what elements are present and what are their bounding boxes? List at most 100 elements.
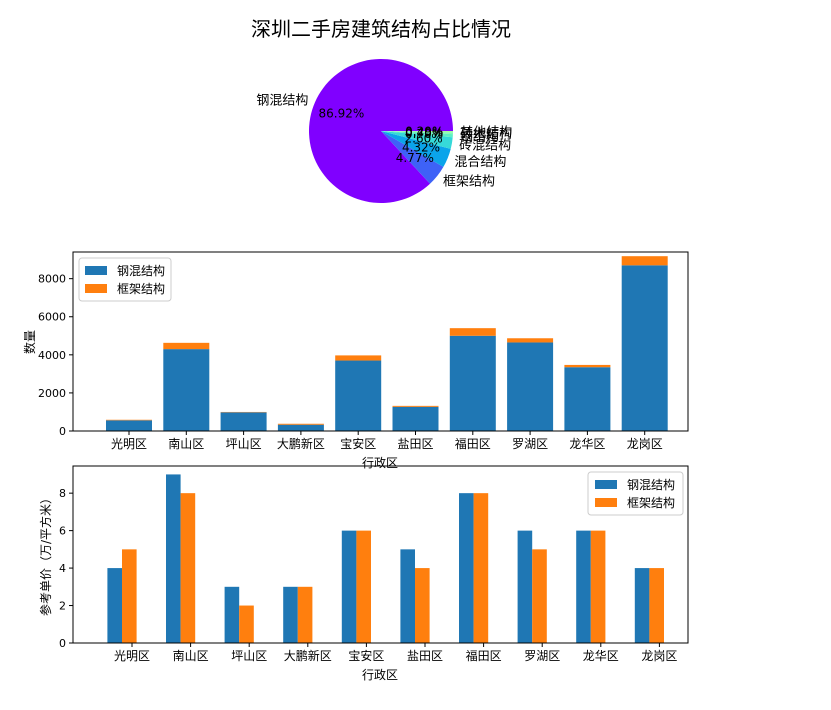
stacked-ytick-label-0: 0	[59, 425, 66, 438]
stacked-bar-0-6	[449, 335, 496, 431]
stacked-bar-0-5	[392, 406, 439, 431]
stacked-bar-1-5	[392, 405, 439, 407]
grouped-xtick-label-0: 光明区	[114, 649, 150, 663]
grouped-xtick-label-5: 盐田区	[407, 649, 443, 663]
pie-slice-2	[381, 131, 451, 167]
stacked-ytick-label-4: 8000	[38, 273, 66, 286]
grouped-bar-1-4	[356, 530, 371, 643]
stacked-bar-1-0	[106, 419, 152, 421]
grouped-bar-0-1	[166, 474, 181, 643]
grouped-ytick-label-4: 8	[59, 487, 66, 500]
pie-label-2: 混合结构	[454, 155, 506, 170]
grouped-ytick-label-3: 6	[59, 525, 66, 538]
grouped-bar-1-9	[649, 568, 664, 643]
pie-pct-label-5: 0.40%	[405, 125, 443, 139]
grouped-bar-1-8	[590, 530, 606, 643]
pie-chart: 深圳二手房建筑结构占比情况 86.92% 钢混结构 4.77% 框架结构 4.32% 混合…	[251, 17, 512, 204]
stacked-ytick-label-3: 6000	[38, 311, 66, 324]
stacked-bar-1-8	[564, 364, 611, 368]
grouped-bar-0-4	[341, 530, 357, 643]
stacked-legend-swatch-1	[85, 284, 107, 293]
stacked-legend-label-1: 框架结构	[117, 281, 165, 296]
grouped-ytick-label-0: 0	[59, 637, 66, 650]
grouped-xlabel: 行政区	[362, 668, 398, 682]
stacked-bar-1-1	[163, 342, 210, 350]
grouped-bar-0-5	[400, 549, 415, 643]
grouped-bar-1-7	[532, 549, 547, 643]
pie-label-1: 框架结构	[443, 174, 495, 189]
grouped-legend-label-0: 钢混结构	[627, 477, 675, 492]
stacked-xtick-label-6: 福田区	[455, 436, 491, 451]
stacked-xtick-label-7: 罗湖区	[512, 436, 548, 451]
grouped-bar-0-6	[459, 493, 474, 643]
grouped-bar-0-9	[634, 568, 650, 643]
pie-pct-label-6: 0.29%	[405, 124, 443, 138]
pie-slice-6	[381, 131, 453, 133]
stacked-ytick-label-2: 4000	[38, 349, 66, 362]
stacked-xtick-label-4: 宝安区	[340, 436, 376, 451]
grouped-bar-0-7	[517, 530, 533, 643]
grouped-bar-0-0	[107, 568, 122, 643]
grouped-ytick-label-2: 4	[59, 562, 66, 575]
pie-pct-label-0: 86.92%	[319, 107, 365, 121]
grouped-bar-0-8	[576, 530, 591, 643]
stacked-xtick-label-9: 龙岗区	[627, 437, 663, 451]
grouped-legend-label-1: 框架结构	[627, 495, 675, 510]
grouped-bar-1-1	[180, 493, 196, 643]
stacked-legend: 钢混结构 框架结构	[78, 257, 172, 302]
grouped-legend-swatch-0	[595, 480, 617, 489]
grouped-xtick-label-2: 坪山区	[231, 649, 267, 663]
stacked-xlabel: 行政区	[362, 456, 398, 470]
grouped-bar-1-5	[415, 568, 430, 643]
grouped-legend: 钢混结构 框架结构	[587, 471, 684, 516]
stacked-bar-0-9	[621, 265, 668, 431]
grouped-plot-frame	[72, 465, 689, 644]
grouped-xtick-label-3: 大鹏新区	[284, 648, 332, 663]
grouped-bar-1-2	[239, 605, 254, 643]
stacked-bar-1-9	[621, 256, 668, 266]
grouped-xtick-label-6: 福田区	[466, 648, 502, 663]
pie-slice-4	[381, 131, 453, 138]
pie-pct-label-1: 4.77%	[396, 151, 434, 165]
pie-title: 深圳二手房建筑结构占比情况	[251, 17, 511, 41]
stacked-bar-0-7	[507, 342, 554, 431]
stacked-plot-frame	[72, 251, 689, 432]
pie-pct-label-2: 4.32%	[402, 140, 440, 154]
stacked-xtick-label-2: 坪山区	[226, 437, 262, 451]
pie-slice-5	[381, 131, 453, 135]
stacked-bar-0-8	[564, 367, 611, 431]
grouped-bar-1-0	[122, 549, 137, 643]
stacked-bar-0-2	[220, 412, 267, 431]
grouped-xtick-label-7: 罗湖区	[524, 648, 560, 663]
pie-label-3: 砖混结构	[459, 138, 511, 153]
stacked-legend-swatch-0	[85, 266, 107, 275]
grouped-ylabel: 参考单价（万/平方米）	[38, 492, 53, 616]
pie-slice-3	[381, 131, 453, 149]
stacked-bar-0-0	[106, 420, 152, 431]
pie-label-0: 钢混结构	[256, 93, 308, 108]
stacked-xtick-label-8: 龙华区	[569, 437, 605, 451]
pie-label-6: 其他结构	[460, 126, 512, 141]
grouped-bar-1-3	[297, 586, 313, 643]
grouped-bar-0-3	[283, 586, 298, 643]
grouped-bar-0-2	[224, 586, 240, 643]
grouped-xtick-label-1: 南山区	[173, 648, 209, 663]
stacked-bar-1-4	[335, 355, 382, 361]
grouped-xtick-label-8: 龙华区	[583, 649, 619, 663]
stacked-bar-chart: 0 2000 4000 6000 8000 光明区 南山区 坪山区 大鹏新区 宝安区 盐田区 福田区 罗…	[22, 251, 689, 470]
pie-label-4: 钢结构	[460, 130, 499, 145]
stacked-ylabel: 数量	[22, 330, 37, 354]
grouped-xtick-label-4: 宝安区	[348, 648, 384, 663]
stacked-xtick-label-5: 盐田区	[397, 437, 433, 451]
stacked-xtick-label-1: 南山区	[168, 436, 204, 451]
stacked-bar-0-1	[163, 349, 210, 431]
stacked-bar-1-3	[277, 423, 324, 425]
pie-pct-label-3: 2.60%	[405, 131, 443, 145]
grouped-bar-chart: 0 2 4 6 8 光明区 南山区 坪山区 大鹏新区 宝安区 盐田区 福田区 罗湖区 龙华区 龙岗区 行政区…	[38, 465, 689, 682]
stacked-bar-1-7	[507, 338, 554, 343]
grouped-legend-swatch-1	[595, 498, 617, 507]
stacked-ytick-label-1: 2000	[38, 387, 66, 400]
pie-pct-label-4: 0.70%	[405, 127, 443, 141]
stacked-legend-label-0: 钢混结构	[117, 263, 165, 278]
